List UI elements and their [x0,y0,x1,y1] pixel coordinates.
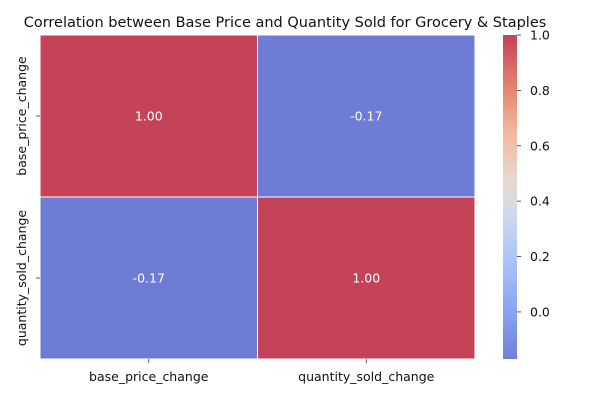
cell-value-label: 1.00 [135,109,163,124]
colorbar-tick-label: 1.0 [530,28,550,43]
y-tick-label: quantity_sold_change [14,210,29,346]
colorbar-tick-label: 0.2 [530,249,550,264]
colorbar-tick-label: 0.8 [530,83,550,98]
x-tick-label: base_price_change [89,369,209,384]
x-tick-label: quantity_sold_change [298,369,434,384]
cell-value-label: -0.17 [350,109,382,124]
colorbar-tick-label: 0.4 [530,194,550,209]
cell-value-label: 1.00 [352,271,380,286]
heatmap-cell [257,34,476,198]
chart-title: Correlation between Base Price and Quant… [24,15,547,31]
heatmap-cell [257,196,476,360]
y-tick-label: base_price_change [14,56,29,176]
heatmap-cell [39,34,258,198]
colorbar-tick-label: 0.6 [530,138,550,153]
heatmap-cell [39,196,258,360]
colorbar-tick-label: 0.0 [530,304,550,319]
colorbar [503,35,517,359]
cell-value-label: -0.17 [133,271,165,286]
